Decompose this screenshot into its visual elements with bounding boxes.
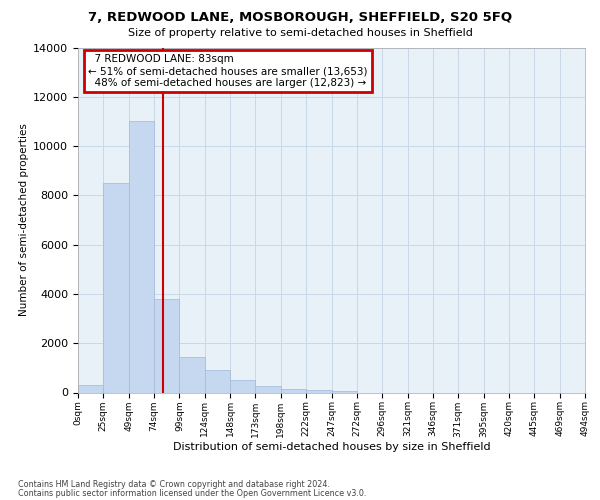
Bar [230,380,256,392]
Text: Contains public sector information licensed under the Open Government Licence v3: Contains public sector information licen… [18,488,367,498]
Bar [281,389,306,392]
Bar [306,390,331,392]
Text: 7, REDWOOD LANE, MOSBOROUGH, SHEFFIELD, S20 5FQ: 7, REDWOOD LANE, MOSBOROUGH, SHEFFIELD, … [88,11,512,24]
Text: Contains HM Land Registry data © Crown copyright and database right 2024.: Contains HM Land Registry data © Crown c… [18,480,330,489]
X-axis label: Distribution of semi-detached houses by size in Sheffield: Distribution of semi-detached houses by … [173,442,490,452]
Text: Size of property relative to semi-detached houses in Sheffield: Size of property relative to semi-detach… [128,28,472,38]
Bar [179,357,205,392]
Bar [154,299,179,392]
Text: 7 REDWOOD LANE: 83sqm  
← 51% of semi-detached houses are smaller (13,653)
  48%: 7 REDWOOD LANE: 83sqm ← 51% of semi-deta… [88,54,368,88]
Bar [128,122,154,392]
Bar [103,183,128,392]
Bar [256,386,281,392]
Y-axis label: Number of semi-detached properties: Number of semi-detached properties [19,124,29,316]
Bar [78,385,103,392]
Bar [205,370,230,392]
